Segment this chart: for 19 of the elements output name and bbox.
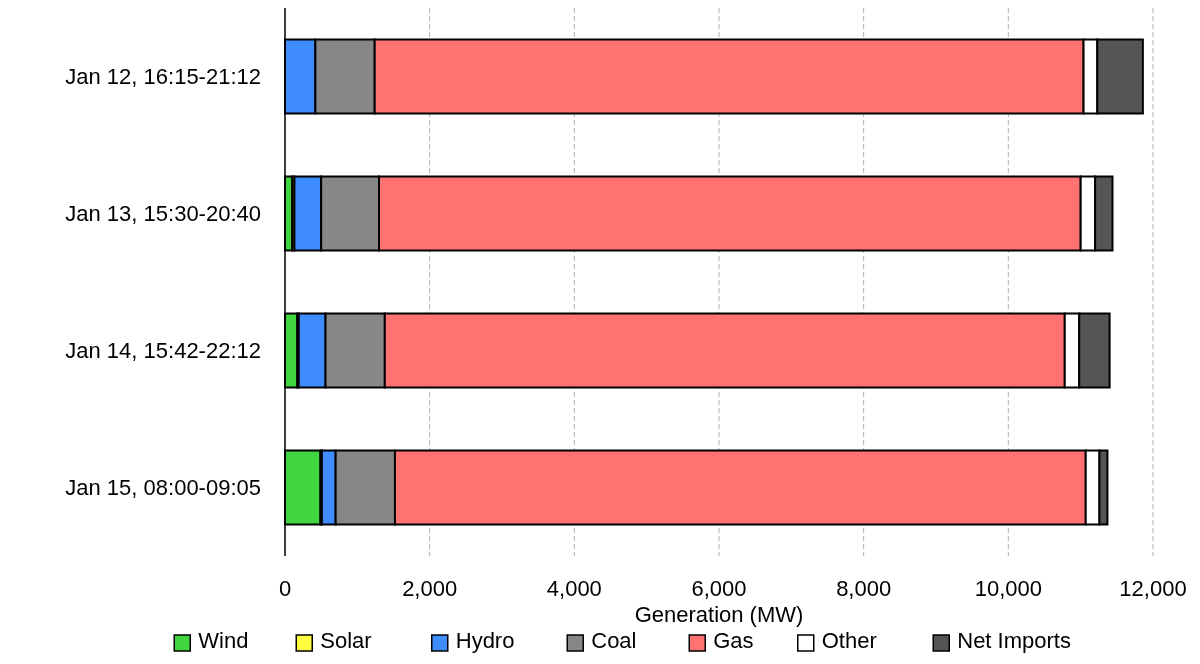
x-tick-label: 12,000 <box>1119 576 1187 601</box>
x-tick-label: 2,000 <box>402 576 458 601</box>
y-tick-label: Jan 14, 15:42-22:12 <box>65 338 261 363</box>
x-axis-title: Generation (MW) <box>634 602 804 627</box>
x-tick-label: 10,000 <box>974 576 1042 601</box>
x-tick-label: 4,000 <box>546 576 602 601</box>
y-tick-label: Jan 15, 08:00-09:05 <box>65 475 261 500</box>
legend-label: Coal <box>591 628 637 653</box>
y-tick-label: Jan 12, 16:15-21:12 <box>65 64 261 89</box>
legend-label: Wind <box>198 628 249 653</box>
x-tick-label: 0 <box>278 576 292 601</box>
x-tick-label: 8,000 <box>836 576 892 601</box>
legend-label: Gas <box>713 628 754 653</box>
legend-label: Solar <box>320 628 372 653</box>
x-tick-label: 6,000 <box>691 576 747 601</box>
legend-label: Hydro <box>455 628 515 653</box>
y-tick-label: Jan 13, 15:30-20:40 <box>65 201 261 226</box>
legend-label: Net Imports <box>957 628 1071 653</box>
legend-label: Other <box>821 628 877 653</box>
